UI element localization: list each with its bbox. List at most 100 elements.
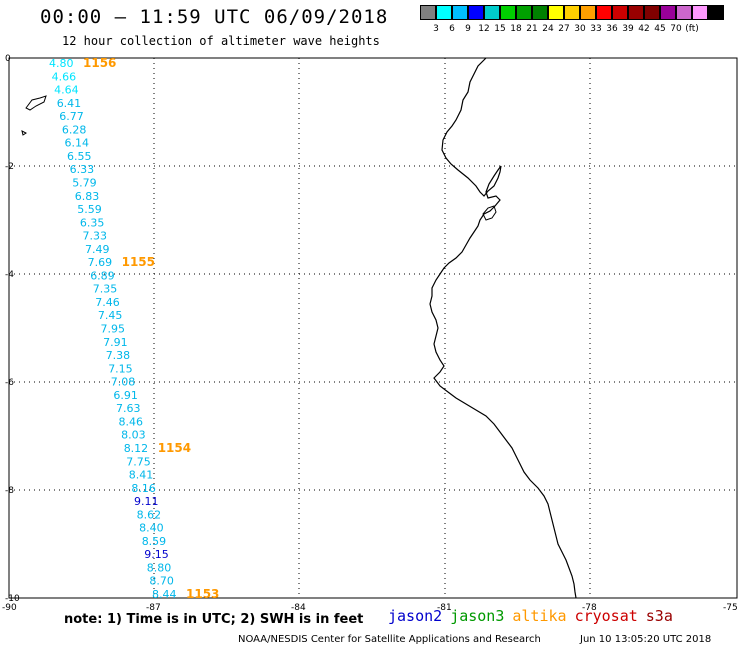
lon-tick: -78 [582, 603, 597, 613]
wave-height-value: 8.44 [152, 588, 177, 601]
legend-swatch [564, 5, 580, 20]
wave-height-value: 8.40 [139, 522, 164, 535]
legend-swatch [628, 5, 644, 20]
legend-swatch [484, 5, 500, 20]
wave-height-value: 6.55 [67, 150, 92, 163]
wave-height-value: 7.33 [83, 230, 108, 243]
pass-time-label: 1156 [83, 56, 116, 70]
wave-height-value: 8.03 [121, 429, 146, 442]
legend-label: 21 [526, 24, 538, 34]
legend-swatch [644, 5, 660, 20]
wave-height-value: 4.80 [49, 57, 74, 70]
credit-line: NOAA/NESDIS Center for Satellite Applica… [238, 634, 541, 645]
legend-swatch [660, 5, 676, 20]
wave-height-track: 4.804.664.646.416.776.286.146.556.335.79… [49, 57, 177, 601]
legend-swatch [612, 5, 628, 20]
wave-height-value: 7.69 [88, 256, 113, 269]
legend-label: 45 [654, 24, 666, 34]
wave-height-value: 8.80 [147, 562, 172, 575]
legend-label: 24 [542, 24, 554, 34]
legend-label: 18 [510, 24, 522, 34]
puna-island [482, 205, 497, 221]
wave-height-value: 7.49 [85, 243, 110, 256]
legend-swatch [468, 5, 484, 20]
legend-swatch [516, 5, 532, 20]
legend-unit: (ft) [685, 24, 699, 34]
lat-tick: -2 [5, 162, 14, 172]
generation-timestamp: Jun 10 13:05:20 UTC 2018 [580, 634, 712, 645]
wave-height-value: 6.28 [62, 123, 87, 136]
wave-height-value: 6.41 [57, 97, 81, 110]
wave-height-value: 7.15 [108, 362, 133, 375]
wave-height-value: 8.70 [149, 575, 174, 588]
legend-label: 39 [622, 24, 634, 34]
coastline [429, 57, 577, 599]
legend-swatch [500, 5, 516, 20]
map-title: 00:00 – 11:59 UTC 06/09/2018 [40, 6, 389, 28]
wave-height-value: 7.91 [103, 336, 128, 349]
wave-height-value: 7.63 [116, 402, 141, 415]
legend-label: 42 [638, 24, 650, 34]
legend-swatch [596, 5, 612, 20]
legend-label: 33 [590, 24, 602, 34]
wave-height-value: 8.16 [131, 482, 156, 495]
legend-swatch [548, 5, 564, 20]
legend-swatch [580, 5, 596, 20]
lon-tick: -87 [146, 603, 161, 613]
legend-swatch [436, 5, 452, 20]
wave-height-value: 7.38 [106, 349, 131, 362]
islet-outline [21, 130, 27, 136]
footer-note: note: 1) Time is in UTC; 2) SWH is in fe… [64, 612, 364, 627]
legend-label: 36 [606, 24, 618, 34]
satellite-name: s3a [645, 607, 673, 625]
lat-tick: -10 [5, 594, 20, 604]
wave-height-value: 8.59 [142, 535, 167, 548]
wave-height-value: 6.35 [80, 216, 105, 229]
lon-tick: -90 [2, 603, 17, 613]
wave-height-value: 8.46 [119, 415, 144, 428]
legend-swatch [452, 5, 468, 20]
wave-height-value: 4.64 [54, 84, 79, 97]
wave-height-value: 6.33 [70, 163, 95, 176]
legend-swatch [692, 5, 708, 20]
legend-swatch [676, 5, 692, 20]
pass-time-label: 1155 [122, 255, 155, 269]
legend-label: 12 [478, 24, 490, 34]
satellite-name: jason3 [450, 607, 505, 625]
wave-height-value: 5.79 [72, 177, 97, 190]
wave-height-value: 6.77 [59, 110, 84, 123]
wave-height-value: 9.11 [134, 495, 159, 508]
lat-tick: -8 [5, 486, 14, 496]
lon-tick: -75 [723, 603, 738, 613]
satellite-name: altika [512, 607, 567, 625]
wave-height-value: 6.14 [65, 137, 90, 150]
lon-tick: -81 [437, 603, 452, 613]
satellite-legend: jason2 jason3 altika cryosat s3a [388, 607, 681, 625]
wave-height-value: 7.75 [126, 455, 151, 468]
legend-label: 30 [574, 24, 586, 34]
lat-tick: 0 [5, 54, 11, 64]
legend-label: 15 [494, 24, 506, 34]
wave-height-value: 7.46 [95, 296, 120, 309]
wave-height-value: 5.59 [77, 203, 102, 216]
wave-height-value: 7.08 [111, 376, 136, 389]
wave-height-value: 6.89 [90, 269, 115, 282]
graticule [9, 58, 737, 598]
legend-label: 3 [433, 24, 439, 34]
pass-time-label: 1153 [186, 587, 219, 601]
wave-height-value: 8.41 [129, 469, 154, 482]
satellite-name: jason2 [388, 607, 443, 625]
lat-tick: -4 [5, 270, 14, 280]
wave-height-value: 7.45 [98, 309, 123, 322]
wave-height-value: 9.15 [144, 548, 169, 561]
legend-swatch [420, 5, 436, 20]
lon-tick: -84 [291, 603, 306, 613]
wave-height-value: 8.12 [124, 442, 149, 455]
legend-swatch [532, 5, 548, 20]
pass-time-label: 1154 [158, 441, 191, 455]
legend-label: 6 [449, 24, 455, 34]
wave-height-value: 7.95 [101, 323, 126, 336]
wave-height-value: 7.35 [93, 283, 118, 296]
satellite-name: cryosat [574, 607, 638, 625]
